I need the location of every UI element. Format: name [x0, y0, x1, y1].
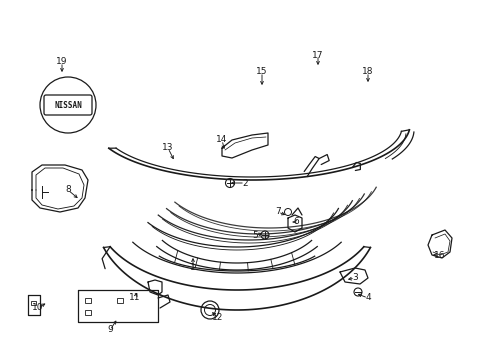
Text: 10: 10 [32, 303, 43, 312]
Text: 11: 11 [129, 293, 141, 302]
Text: 18: 18 [362, 68, 373, 77]
Text: 12: 12 [212, 314, 223, 323]
Bar [31, 301, 36, 305]
Text: 7: 7 [275, 207, 280, 216]
Text: NISSAN: NISSAN [54, 100, 81, 109]
Text: 2: 2 [242, 179, 247, 188]
Text: 1: 1 [190, 264, 196, 273]
Bar [85, 310, 91, 315]
Text: 17: 17 [312, 50, 323, 59]
Text: 16: 16 [433, 251, 445, 260]
Bar [117, 297, 123, 302]
Text: 4: 4 [365, 293, 370, 302]
Text: 5: 5 [252, 231, 257, 240]
Text: 14: 14 [216, 135, 227, 144]
Text: 9: 9 [107, 325, 113, 334]
Text: 6: 6 [292, 217, 298, 226]
Text: 15: 15 [256, 68, 267, 77]
Text: 8: 8 [65, 185, 71, 194]
Text: 3: 3 [351, 274, 357, 283]
Text: 19: 19 [56, 58, 68, 67]
Text: 13: 13 [162, 144, 173, 153]
Bar [85, 297, 91, 302]
